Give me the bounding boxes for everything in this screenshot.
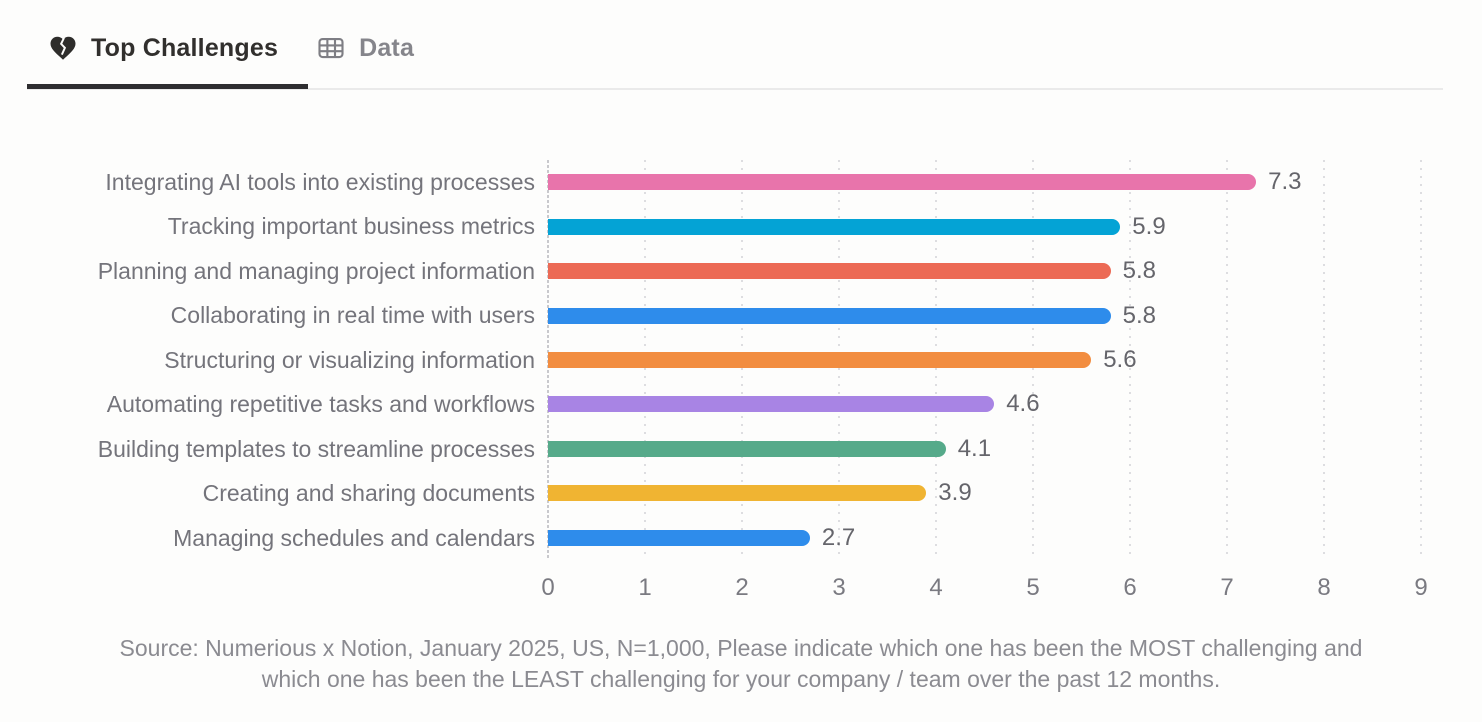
plot-area: 7.3 5.9 5.8 5.8 5.6 4.6 4.1 3.9 2.7 0 1 2 3 4 5 6 7 8 9 — [541, 160, 1428, 601]
bar[interactable] — [548, 174, 1257, 191]
tab-top-challenges[interactable]: Top Challenges — [48, 33, 278, 63]
bar-row: 5.9 — [548, 204, 1421, 248]
x-tick-label: 6 — [1123, 574, 1137, 601]
bar-row: 4.1 — [548, 427, 1421, 471]
bar-row: 5.8 — [548, 249, 1421, 293]
bar[interactable] — [548, 529, 810, 546]
bar-value-label: 7.3 — [1268, 168, 1302, 196]
category-label: Structuring or visualizing information — [164, 346, 535, 373]
bar-value-label: 3.9 — [938, 479, 972, 507]
bar[interactable] — [548, 485, 927, 502]
gridline — [1226, 160, 1228, 560]
bar-value-label: 2.7 — [821, 523, 856, 551]
x-tick-label: 7 — [1220, 574, 1234, 601]
bar-value-label: 4.1 — [957, 434, 992, 462]
bar-value-label: 5.8 — [1122, 301, 1156, 329]
x-tick-label: 3 — [832, 574, 846, 601]
bar-value-label: 5.8 — [1122, 257, 1156, 285]
category-label: Managing schedules and calendars — [173, 524, 535, 551]
bar[interactable] — [548, 440, 946, 457]
bar[interactable] — [548, 351, 1092, 368]
category-label: Building templates to streamline process… — [97, 435, 535, 462]
tab-separator-line — [27, 88, 1443, 90]
tab-data[interactable]: Data — [316, 33, 414, 63]
bars: 7.3 5.9 5.8 5.8 5.6 4.6 4.1 3.9 2.7 — [548, 160, 1421, 560]
bar-value-label: 4.6 — [1006, 390, 1040, 418]
gridline — [1323, 160, 1325, 560]
category-label: Tracking important business metrics — [167, 213, 535, 240]
source-note-line2: which one has been the LEAST challenging… — [261, 666, 1221, 692]
bar[interactable] — [548, 263, 1111, 280]
gridline — [1420, 160, 1422, 560]
source-note: Source: Numerious x Notion, January 2025… — [0, 633, 1482, 695]
category-labels: Integrating AI tools into existing proce… — [30, 160, 535, 560]
broken-heart-icon — [48, 33, 78, 63]
x-tick-label: 1 — [638, 574, 652, 601]
category-label: Creating and sharing documents — [202, 480, 535, 507]
bar-row: 5.6 — [548, 338, 1421, 382]
category-label: Planning and managing project informatio… — [97, 257, 535, 284]
category-label: Integrating AI tools into existing proce… — [105, 169, 535, 195]
tab-label: Data — [359, 33, 415, 62]
active-tab-underline — [27, 84, 308, 89]
tab-bar: Top Challenges Data — [48, 33, 414, 63]
x-tick-label: 2 — [735, 574, 749, 601]
bar[interactable] — [548, 307, 1111, 324]
gridline — [1129, 160, 1131, 560]
x-tick-label: 4 — [929, 574, 943, 601]
table-icon — [316, 33, 346, 63]
bar[interactable] — [548, 396, 995, 413]
bar-row: 3.9 — [548, 471, 1421, 515]
bar-value-label: 5.9 — [1132, 212, 1166, 240]
bar[interactable] — [548, 218, 1121, 235]
x-axis: 0 1 2 3 4 5 6 7 8 9 — [541, 574, 1427, 604]
x-tick-label: 0 — [541, 574, 555, 601]
bar-row: 7.3 — [548, 160, 1421, 204]
x-tick-label: 8 — [1317, 574, 1331, 601]
x-tick-label: 5 — [1026, 574, 1040, 601]
category-label: Collaborating in real time with users — [170, 302, 535, 329]
tab-label: Top Challenges — [91, 33, 279, 62]
bar-row: 5.8 — [548, 293, 1421, 337]
category-label: Automating repetitive tasks and workflow… — [106, 391, 535, 418]
source-note-line1: Source: Numerious x Notion, January 2025… — [119, 635, 1363, 661]
bar-row: 2.7 — [548, 516, 1421, 560]
x-tick-label: 9 — [1414, 574, 1428, 601]
bar-value-label: 5.6 — [1103, 345, 1137, 373]
bar-row: 4.6 — [548, 382, 1421, 426]
